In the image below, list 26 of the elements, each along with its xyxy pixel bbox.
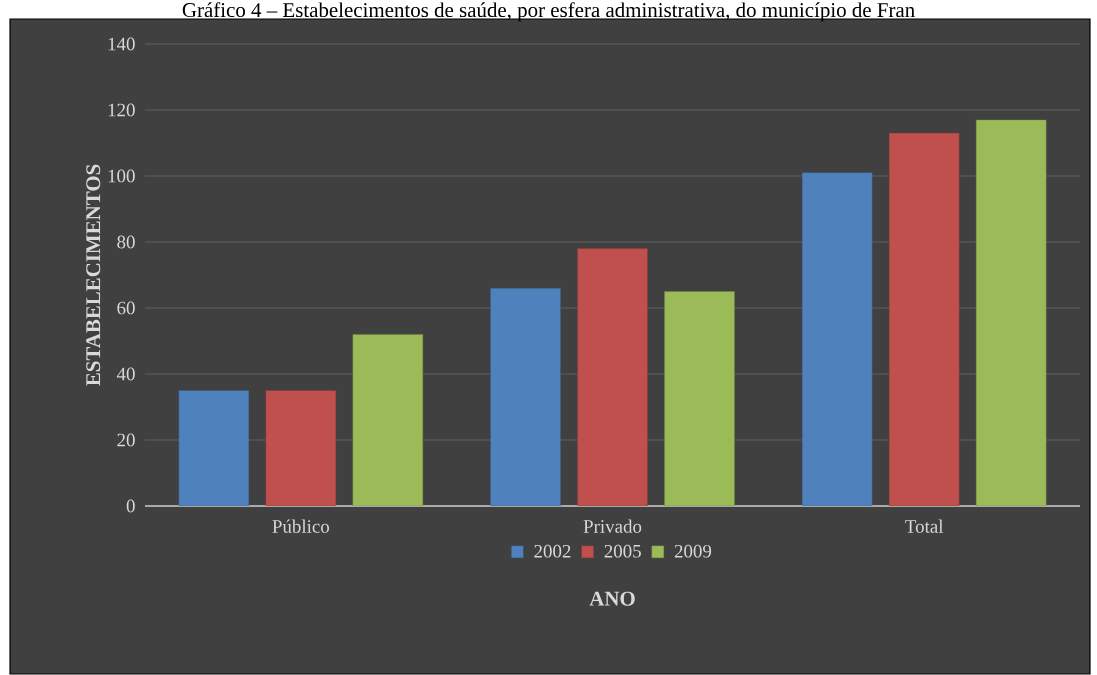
bar <box>801 172 873 506</box>
chart-title: Gráfico 4 – Estabelecimentos de saúde, por esfera administrativa, do município de Fran <box>182 2 915 22</box>
x-tick-label: Privado <box>583 519 642 533</box>
y-tick-label: 80 <box>117 235 135 249</box>
y-tick-label: 20 <box>117 433 135 447</box>
legend-label: 2002 <box>534 544 571 558</box>
bar <box>352 334 424 506</box>
legend-label: 2005 <box>604 544 641 558</box>
bar <box>178 390 250 506</box>
y-tick-label: 100 <box>108 169 135 183</box>
x-tick-label: Público <box>272 519 330 533</box>
bar <box>490 287 561 506</box>
bar <box>577 248 648 506</box>
legend-label: 2009 <box>674 544 712 558</box>
bar <box>975 119 1047 506</box>
y-axis-title: ESTABELECIMENTOS <box>86 164 101 386</box>
x-axis-title: ANO <box>589 591 635 606</box>
y-tick-label: 40 <box>116 367 135 381</box>
y-tick-label: 60 <box>117 301 135 315</box>
bar <box>265 390 337 506</box>
bar <box>664 291 735 506</box>
x-tick-label: Total <box>905 519 944 533</box>
y-tick-label: 0 <box>126 499 135 513</box>
y-tick-label: 120 <box>108 103 135 117</box>
bar <box>888 132 960 506</box>
y-tick-label: 140 <box>108 37 135 51</box>
